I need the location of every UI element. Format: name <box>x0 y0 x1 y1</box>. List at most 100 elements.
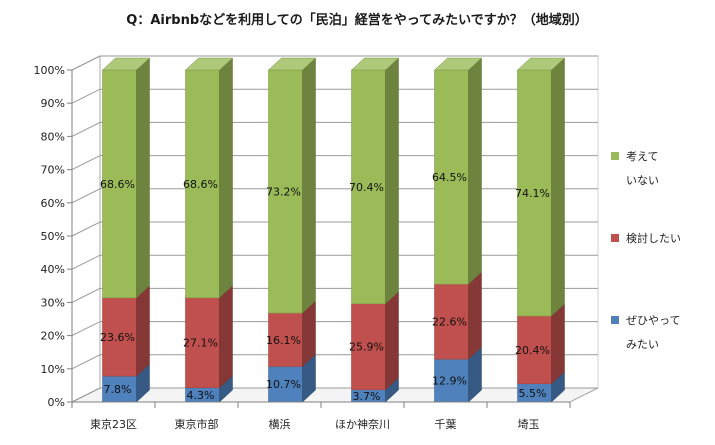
data-label: 3.7% <box>353 390 381 403</box>
bar-side <box>136 285 150 377</box>
x-tick-label: 横浜 <box>269 417 291 431</box>
bar-front <box>517 315 552 385</box>
bar-front <box>268 69 303 314</box>
y-tick-label: 60% <box>41 197 65 210</box>
bar-segment <box>268 353 316 403</box>
y-tick-label: 50% <box>41 230 65 243</box>
legend-label: 検討したい <box>626 231 681 245</box>
data-label: 68.6% <box>183 178 218 191</box>
bar-segment <box>433 57 483 285</box>
bar-side <box>302 57 316 314</box>
gridline <box>71 188 598 204</box>
bar-segment <box>268 300 316 368</box>
bar-top <box>101 57 151 71</box>
bar-segment <box>102 363 150 403</box>
bar-front <box>268 312 303 367</box>
bar-front <box>268 366 303 403</box>
data-label: 68.6% <box>100 178 135 191</box>
bar-front <box>434 69 469 285</box>
bar-segment <box>350 57 400 305</box>
bar-side <box>219 57 233 299</box>
bar-side <box>385 57 399 305</box>
data-label: 22.6% <box>432 316 467 329</box>
gridline <box>71 321 598 337</box>
bar-side <box>136 57 150 299</box>
y-axis: 0% 10% 20% 30% 40% 50% 60% 70% 80% 90% 100% <box>34 64 73 409</box>
legend-swatch <box>611 152 619 160</box>
bar-segment <box>185 375 233 403</box>
data-label: 4.3% <box>187 389 215 402</box>
data-label: 5.5% <box>519 387 547 400</box>
gridlines <box>71 55 598 403</box>
bar-segment <box>516 57 566 317</box>
legend-label: 考えて <box>626 150 658 163</box>
gridline <box>71 121 598 137</box>
data-label: 64.5% <box>432 171 467 184</box>
data-label: 25.9% <box>349 341 384 354</box>
bar-front <box>102 69 137 299</box>
legend-label: みたい <box>626 338 659 351</box>
bar-front <box>351 69 386 305</box>
data-labels: 7.8% 23.6% 68.6% 4.3% 27.1% 68.6% 10.7% 16.1% 73… <box>100 171 550 403</box>
data-label: 27.1% <box>183 337 218 350</box>
y-tick-label: 20% <box>41 330 65 343</box>
bar-side <box>551 303 565 385</box>
legend-swatch <box>611 316 619 324</box>
bar-front <box>185 297 220 389</box>
legend-item: 検討したい <box>611 231 681 245</box>
bar-segment <box>267 57 317 314</box>
y-tick-label: 0% <box>48 396 65 409</box>
y-tick-label: 90% <box>41 97 65 110</box>
bar-segment <box>517 303 565 385</box>
gridline <box>71 88 598 104</box>
x-tick-label: 東京23区 <box>90 417 137 431</box>
x-tick-label: ほか神奈川 <box>335 417 390 431</box>
y-tick-label: 100% <box>34 64 65 77</box>
bar-front <box>434 358 469 403</box>
bar-side <box>551 57 565 317</box>
gridline <box>71 254 598 270</box>
gridline <box>71 55 598 71</box>
data-label: 70.4% <box>349 181 384 194</box>
bar-side <box>385 291 399 391</box>
bar-side <box>468 271 482 360</box>
x-axis: 東京23区 東京市部 横浜 ほか神奈川 千葉 埼玉 <box>71 401 571 431</box>
data-label: 73.2% <box>266 186 301 199</box>
bar-segment <box>184 57 234 299</box>
bar-side <box>468 57 482 285</box>
bars <box>101 57 566 403</box>
y-tick-label: 80% <box>41 130 65 143</box>
bar-segment <box>185 285 233 389</box>
data-label: 12.9% <box>432 375 467 388</box>
gridline <box>71 287 598 303</box>
gridline <box>71 155 598 171</box>
bar-segment <box>101 57 151 299</box>
bar-top <box>516 57 566 71</box>
bar-segment <box>102 285 150 377</box>
legend-label: いない <box>626 174 659 187</box>
gridline <box>71 221 598 237</box>
x-tick-label: 埼玉 <box>518 417 540 431</box>
legend-swatch <box>611 234 619 242</box>
bar-segment <box>434 346 482 403</box>
data-label: 74.1% <box>515 187 550 200</box>
gridline <box>71 387 598 403</box>
data-label: 7.8% <box>104 383 132 396</box>
data-label: 10.7% <box>266 378 301 391</box>
data-label: 23.6% <box>100 331 135 344</box>
chart-title: Q：Airbnbなどを利用しての「民泊」経営をやってみたいですか？（地域別） <box>126 12 587 28</box>
x-tick-label: 千葉 <box>435 417 457 431</box>
legend-label: ぜひやって <box>626 314 680 327</box>
bar-top <box>184 57 234 71</box>
y-tick-label: 30% <box>41 296 65 309</box>
bar-top <box>350 57 400 71</box>
data-label: 20.4% <box>515 344 550 357</box>
x-tick-label: 東京市部 <box>175 417 219 431</box>
y-tick-label: 10% <box>41 363 65 376</box>
bar-top <box>267 57 317 71</box>
bar-side <box>219 285 233 389</box>
bar-front <box>102 375 137 403</box>
